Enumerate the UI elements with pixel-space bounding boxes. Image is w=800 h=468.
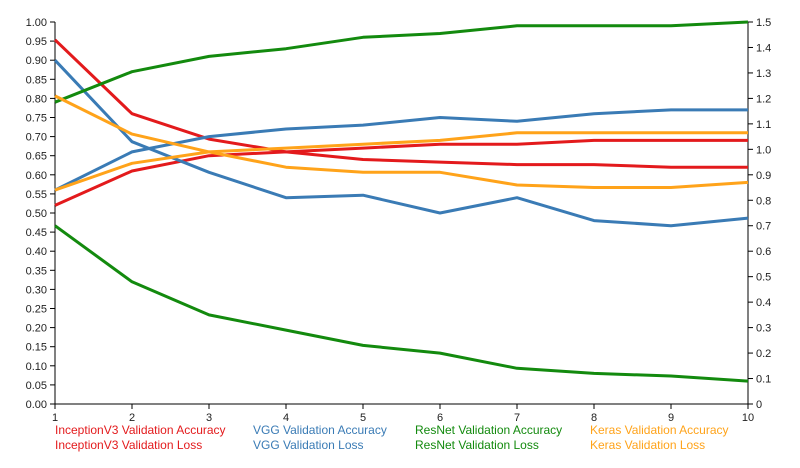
right-tick-label: 0.6 <box>756 246 771 258</box>
axes: 0.000.050.100.150.200.250.300.350.400.45… <box>26 17 772 424</box>
legend-label-vgg-validation-accuracy: VGG Validation Accuracy <box>253 423 387 437</box>
x-tick-label: 7 <box>514 412 520 424</box>
right-tick-label: 0.1 <box>756 374 771 386</box>
right-tick-label: 0.8 <box>756 195 771 207</box>
left-tick-label: 0.40 <box>26 246 47 258</box>
series-line-inceptionv3-validation-loss <box>53 38 748 169</box>
right-tick-label: 0.2 <box>756 348 771 360</box>
right-tick-label: 1.3 <box>756 68 771 80</box>
left-tick-label: 0.85 <box>26 74 47 86</box>
series-line-resnet-validation-accuracy <box>54 20 749 104</box>
x-tick-label: 3 <box>206 412 212 424</box>
right-tick-label: 0.5 <box>756 272 771 284</box>
left-tick-label: 0.75 <box>26 113 47 125</box>
right-tick-label: 0.3 <box>756 323 771 335</box>
right-tick-label: 0.9 <box>756 170 771 182</box>
legend-label-resnet-validation-loss: ResNet Validation Loss <box>415 438 539 452</box>
left-tick-label: 0.15 <box>26 342 47 354</box>
legend-label-inceptionv3-validation-loss: InceptionV3 Validation Loss <box>55 438 202 452</box>
left-tick-label: 0.00 <box>26 399 47 411</box>
right-tick-label: 1.2 <box>756 93 771 105</box>
series-line-keras-validation-loss <box>54 94 749 189</box>
series-line-keras-validation-accuracy <box>54 131 748 192</box>
left-tick-label: 0.95 <box>26 36 47 48</box>
right-tick-label: 0.7 <box>756 221 771 233</box>
right-tick-label: 0.4 <box>756 297 771 309</box>
left-tick-label: 0.50 <box>26 208 47 220</box>
x-tick-label: 1 <box>52 412 58 424</box>
right-tick-label: 1.0 <box>756 144 771 156</box>
x-tick-label: 4 <box>283 412 289 424</box>
legend-label-keras-validation-accuracy: Keras Validation Accuracy <box>590 423 729 437</box>
left-tick-label: 0.80 <box>26 93 47 105</box>
right-tick-label: 0 <box>756 399 762 411</box>
series-line-resnet-validation-loss <box>54 224 749 383</box>
left-tick-label: 0.55 <box>26 189 47 201</box>
legend-label-vgg-validation-loss: VGG Validation Loss <box>253 438 364 452</box>
left-tick-label: 0.25 <box>26 304 47 316</box>
left-tick-label: 0.35 <box>26 265 47 277</box>
left-tick-label: 0.65 <box>26 151 47 163</box>
legend: InceptionV3 Validation AccuracyInception… <box>55 423 729 452</box>
x-tick-label: 8 <box>591 412 597 424</box>
left-tick-label: 0.45 <box>26 227 47 239</box>
left-tick-label: 0.30 <box>26 284 47 296</box>
x-tick-label: 2 <box>129 412 135 424</box>
legend-label-inceptionv3-validation-accuracy: InceptionV3 Validation Accuracy <box>55 423 226 437</box>
left-tick-label: 1.00 <box>26 17 47 29</box>
left-tick-label: 0.70 <box>26 132 47 144</box>
right-tick-label: 1.5 <box>756 17 771 29</box>
x-tick-label: 10 <box>742 412 754 424</box>
legend-label-keras-validation-loss: Keras Validation Loss <box>590 438 705 452</box>
left-tick-label: 0.90 <box>26 55 47 67</box>
x-tick-label: 6 <box>437 412 443 424</box>
series-line-inceptionv3-validation-accuracy <box>54 138 748 207</box>
legend-label-resnet-validation-accuracy: ResNet Validation Accuracy <box>415 423 562 437</box>
right-tick-label: 1.4 <box>756 42 771 54</box>
left-tick-label: 0.60 <box>26 170 47 182</box>
left-tick-label: 0.10 <box>26 361 47 373</box>
x-tick-label: 5 <box>360 412 366 424</box>
left-tick-label: 0.20 <box>26 323 47 335</box>
series-lines <box>53 20 749 383</box>
x-tick-label: 9 <box>668 412 674 424</box>
right-tick-label: 1.1 <box>756 119 771 131</box>
left-tick-label: 0.05 <box>26 380 47 392</box>
